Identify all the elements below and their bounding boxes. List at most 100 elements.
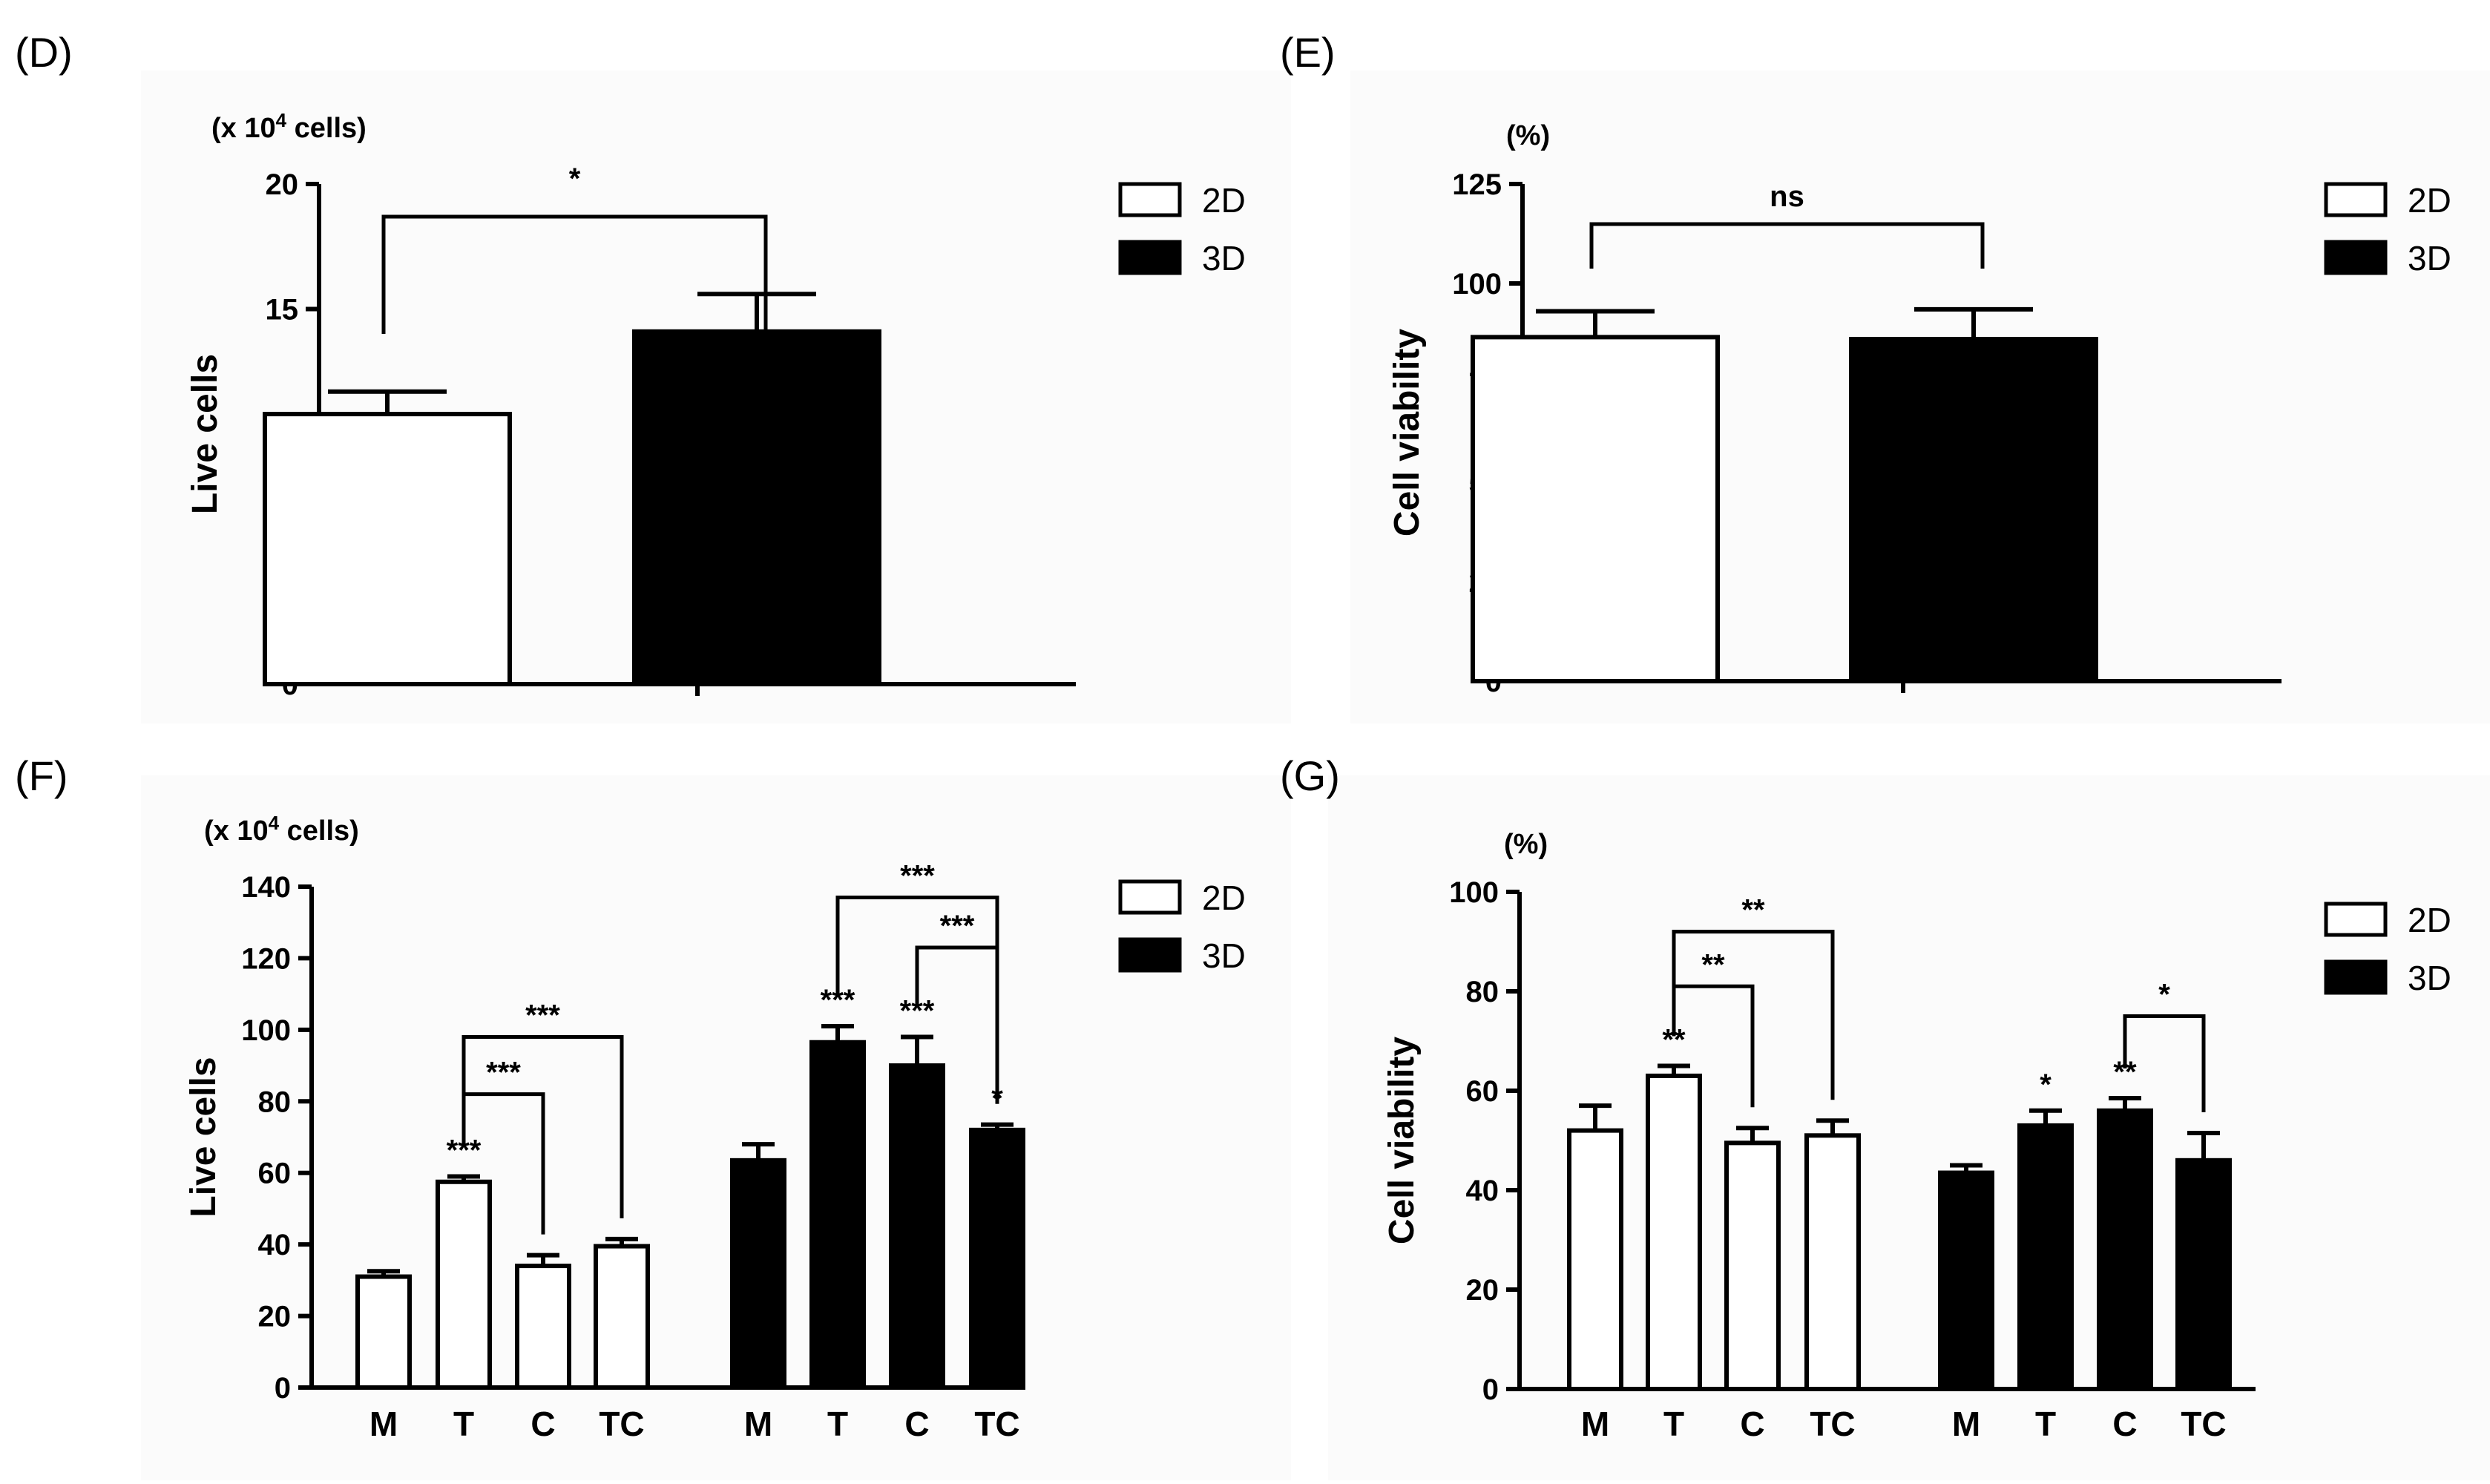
panel-4-legend-swatch-3d — [2324, 959, 2388, 995]
panel-3-y-tick-label: 120 — [241, 942, 291, 975]
panel-3-significance-label: *** — [940, 910, 975, 942]
panel-4-significance-bracket — [2123, 1014, 2206, 1112]
panel-1-legend-swatch-3d — [1118, 240, 1182, 275]
panel-4-bar-2d-tc — [1804, 1133, 1861, 1392]
panel-2-bar-2d — [1471, 335, 1720, 683]
panel-4-significance-label: * — [2158, 979, 2170, 1011]
panel-3-y-tick-label: 0 — [275, 1372, 291, 1405]
panel-4-x-category-label: C — [2112, 1405, 2137, 1443]
panel-3-x-category-label: M — [369, 1405, 398, 1443]
panel-2-significance-bracket — [1589, 222, 1985, 269]
panel-1-unit-label: (x 104 cells) — [211, 109, 367, 144]
panel-1-bar-3d — [632, 329, 881, 686]
panel-3-significance-label: *** — [486, 1057, 521, 1089]
panel-4-bar-3d-m — [1938, 1170, 1994, 1392]
panel-3-x-category-label: C — [530, 1405, 555, 1443]
panel-4-x-category-label: T — [1663, 1405, 1684, 1443]
panel-4-x-category-label: M — [1952, 1405, 1980, 1443]
panel-4-significance-label: ** — [1741, 894, 1765, 927]
panel-4-unit-label: (%) — [1504, 829, 1548, 860]
panel-2-significance-label: ns — [1770, 180, 1804, 213]
panel-3-legend-label-3d: 3D — [1202, 936, 1246, 975]
panel-3-y-tick-label: 100 — [241, 1014, 291, 1047]
panel-3-bar-2d-m — [355, 1274, 412, 1391]
panel-3-legend-swatch-3d — [1118, 937, 1182, 973]
panel-4-y-axis-title: Cell viability — [1382, 1037, 1422, 1244]
panel-3-y-tick-label: 40 — [258, 1229, 292, 1261]
panel-3-x-category-label: TC — [974, 1405, 1019, 1443]
panel-4-significance-bracket — [1672, 930, 1835, 1100]
panel-3-significance-bracket — [461, 1035, 624, 1218]
panel-3-y-axis-title: Live cells — [184, 1057, 223, 1217]
panel-2-legend-label-3d: 3D — [2408, 239, 2451, 278]
panel-1-significance-label: * — [569, 162, 581, 195]
panel-1-legend-label-2d: 2D — [1202, 181, 1246, 220]
panel-3-y-tick-label: 20 — [258, 1301, 292, 1333]
panel-3-bar-2d-tc — [594, 1244, 650, 1391]
panel-4-bar-3d-t — [2017, 1123, 2074, 1392]
panel-4-bar-2d-c — [1724, 1140, 1781, 1391]
panel-4-y-tick-label: 20 — [1466, 1274, 1499, 1307]
panel-3-bar-3d-c — [889, 1063, 945, 1390]
panel-3-significance-label: *** — [900, 859, 935, 892]
chart-layer: (D)(x 104 cells)Live cells051015202D3D*(… — [15, 29, 2451, 1443]
panel-3-x-category-label: T — [453, 1405, 474, 1443]
panel-4-legend-label-3d: 3D — [2408, 959, 2451, 997]
panel-4-y-tick-label: 60 — [1466, 1075, 1499, 1108]
panel-3-legend-swatch-2d — [1118, 879, 1182, 915]
panel-2-legend-swatch-3d — [2324, 240, 2388, 275]
panel-4-y-tick-label: 40 — [1466, 1175, 1499, 1207]
panel-4-x-category-label: M — [1581, 1405, 1609, 1443]
panel-3-x-category-label: C — [904, 1405, 929, 1443]
panel-2-label: (E) — [1280, 29, 1336, 76]
panel-1-y-tick-label: 20 — [266, 168, 299, 201]
panel-4-y-tick-label: 0 — [1482, 1373, 1499, 1406]
panel-4-bar-3d-c — [2097, 1108, 2153, 1392]
panel-3-bar-3d-m — [730, 1158, 786, 1390]
panel-1-y-tick-label: 15 — [266, 294, 299, 326]
panel-3-x-category-label: M — [744, 1405, 772, 1443]
panel-3-bar-2d-t — [436, 1179, 492, 1390]
panel-1-legend-label-3d: 3D — [1202, 239, 1246, 278]
panel-2-y-tick-label: 125 — [1452, 168, 1502, 201]
panel-2-legend-swatch-2d — [2324, 182, 2388, 217]
panel-1-legend-swatch-2d — [1118, 182, 1182, 217]
panel-4-bar-3d-t-star-label: * — [2040, 1068, 2052, 1101]
panel-4-legend-label-2d: 2D — [2408, 901, 2451, 939]
panel-3-bar-3d-t — [809, 1040, 866, 1391]
panel-3-significance-label: *** — [525, 999, 560, 1032]
panel-4-x-category-label: T — [2035, 1405, 2056, 1443]
panel-3-bar-3d-tc — [969, 1127, 1025, 1391]
panel-1-significance-bracket — [381, 214, 768, 334]
panel-2-bar-3d — [1849, 337, 2098, 683]
panel-3-x-category-label: TC — [599, 1405, 644, 1443]
panel-3-x-category-label: T — [827, 1405, 848, 1443]
panel-2-y-axis-title: Cell viability — [1387, 329, 1427, 536]
panel-3-label: (F) — [15, 752, 68, 799]
panel-1-label: (D) — [15, 29, 73, 76]
panel-4-y-tick-label: 80 — [1466, 976, 1499, 1008]
panel-2-legend-label-2d: 2D — [2408, 181, 2451, 220]
panel-4-bar-3d-tc — [2175, 1158, 2232, 1392]
panel-1-bar-2d — [263, 412, 512, 686]
panel-4-y-tick-label: 100 — [1449, 876, 1499, 909]
panel-3-y-tick-label: 80 — [258, 1086, 292, 1118]
panel-4-x-category-label: TC — [1810, 1405, 1855, 1443]
panel-4-x-category-label: C — [1740, 1405, 1764, 1443]
panel-4-x-category-label: TC — [2181, 1405, 2226, 1443]
panel-4-label: (G) — [1280, 752, 1340, 799]
panel-4-significance-label: ** — [1701, 948, 1725, 981]
panel-3-significance-bracket — [835, 895, 999, 1104]
panel-3-legend-label-2d: 2D — [1202, 879, 1246, 917]
panel-4-legend-swatch-2d — [2324, 902, 2388, 937]
panel-3-y-tick-label: 140 — [241, 871, 291, 904]
panel-1-y-axis-title: Live cells — [185, 354, 225, 514]
panel-2-y-tick-label: 100 — [1452, 268, 1502, 301]
panel-3-unit-label: (x 104 cells) — [204, 812, 359, 847]
panel-3-y-tick-label: 60 — [258, 1158, 292, 1190]
panel-3-bar-2d-c — [515, 1264, 571, 1390]
panel-2-unit-label: (%) — [1506, 120, 1550, 151]
panel-4-bar-2d-t — [1646, 1073, 1702, 1392]
panel-4-bar-2d-m — [1567, 1128, 1623, 1391]
